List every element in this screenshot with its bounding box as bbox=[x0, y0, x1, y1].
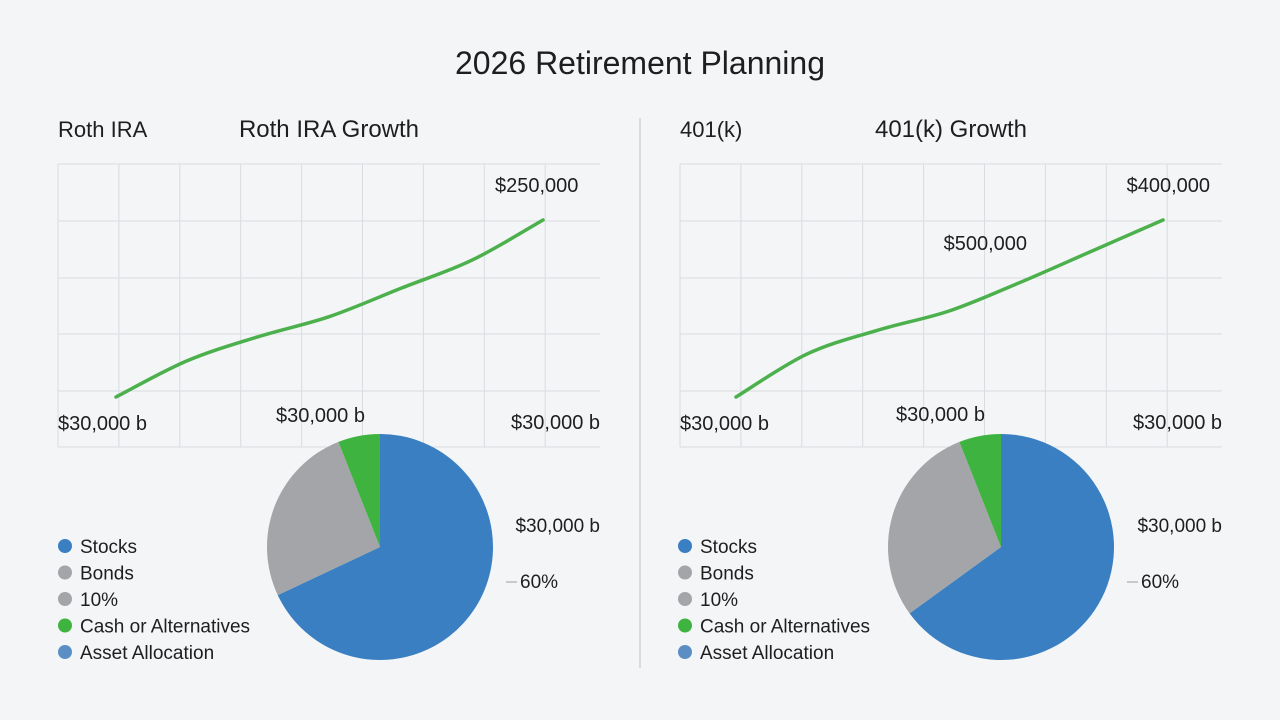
legend-marker bbox=[678, 565, 692, 580]
legend-marker bbox=[58, 565, 72, 580]
legend-label: Cash or Alternatives bbox=[80, 617, 250, 638]
legend-label: Asset Allocation bbox=[700, 643, 834, 664]
pie-slice bbox=[959, 434, 1001, 547]
data-label: $250,000 bbox=[495, 175, 578, 197]
legend: Stocks Bonds 10% Cash or Alternatives Asset … bbox=[58, 537, 250, 664]
data-label: $30,000 b bbox=[515, 516, 600, 537]
pie-slice bbox=[909, 434, 1114, 661]
data-label: $30,000 b bbox=[58, 413, 147, 435]
legend-label: Bonds bbox=[700, 564, 754, 585]
page-title: 2026 Retirement Planning bbox=[455, 45, 825, 81]
panel-label: 401(k) bbox=[680, 117, 742, 142]
grid bbox=[679, 163, 1222, 448]
pie-slice bbox=[338, 434, 380, 547]
data-label: $500,000 bbox=[944, 233, 1027, 255]
panel-label: Roth IRA bbox=[58, 117, 148, 142]
legend-label: Stocks bbox=[700, 537, 757, 558]
legend-label: 10% bbox=[80, 590, 118, 611]
pie-slice bbox=[277, 434, 493, 660]
data-label: 60% bbox=[520, 572, 558, 593]
chart-panels: Roth IRA Roth IRA Growth $250,000 $30,000 b… bbox=[57, 116, 1222, 664]
legend-marker bbox=[678, 645, 692, 659]
data-label: $30,000 b bbox=[896, 404, 985, 426]
legend-marker bbox=[58, 592, 72, 606]
data-label: $30,000 b bbox=[680, 413, 769, 435]
legend-marker bbox=[58, 539, 72, 553]
data-label: $400,000 bbox=[1127, 175, 1210, 197]
pie-slice bbox=[888, 441, 1001, 614]
chart-title: 401(k) Growth bbox=[875, 116, 1027, 143]
legend-marker bbox=[58, 645, 72, 659]
data-label: 60% bbox=[1141, 572, 1179, 593]
pie-slice bbox=[267, 441, 380, 596]
legend-label: Stocks bbox=[80, 537, 137, 558]
data-label: $30,000 b bbox=[511, 412, 600, 434]
line-panel-1: Roth IRA Roth IRA Growth $250,000 $30,000 b… bbox=[57, 116, 600, 448]
legend-marker bbox=[58, 618, 72, 633]
legend-label: Cash or Alternatives bbox=[700, 617, 870, 638]
pie-panel-1: Stocks Bonds 10% Cash or Alternatives Asset … bbox=[58, 434, 600, 664]
series-line bbox=[734, 218, 1165, 399]
data-label: $30,000 b bbox=[276, 405, 365, 427]
legend-marker bbox=[678, 618, 692, 633]
legend-marker bbox=[678, 539, 692, 553]
line-panel-2: 401(k) 401(k) Growth $400,000 $500,000 $30,0… bbox=[679, 116, 1222, 448]
data-label: $30,000 b bbox=[1137, 516, 1222, 537]
data-label: $30,000 b bbox=[1133, 412, 1222, 434]
legend: Stocks Bonds 10% Cash or Alternatives Asset … bbox=[678, 537, 870, 664]
legend-label: 10% bbox=[700, 590, 738, 611]
pie-panel-2: Stocks Bonds 10% Cash or Alternatives Asset … bbox=[678, 434, 1222, 664]
legend-marker bbox=[678, 592, 692, 606]
legend-label: Bonds bbox=[80, 564, 134, 585]
chart-title: Roth IRA Growth bbox=[239, 116, 419, 143]
legend-label: Asset Allocation bbox=[80, 643, 214, 664]
series-line bbox=[114, 218, 545, 399]
